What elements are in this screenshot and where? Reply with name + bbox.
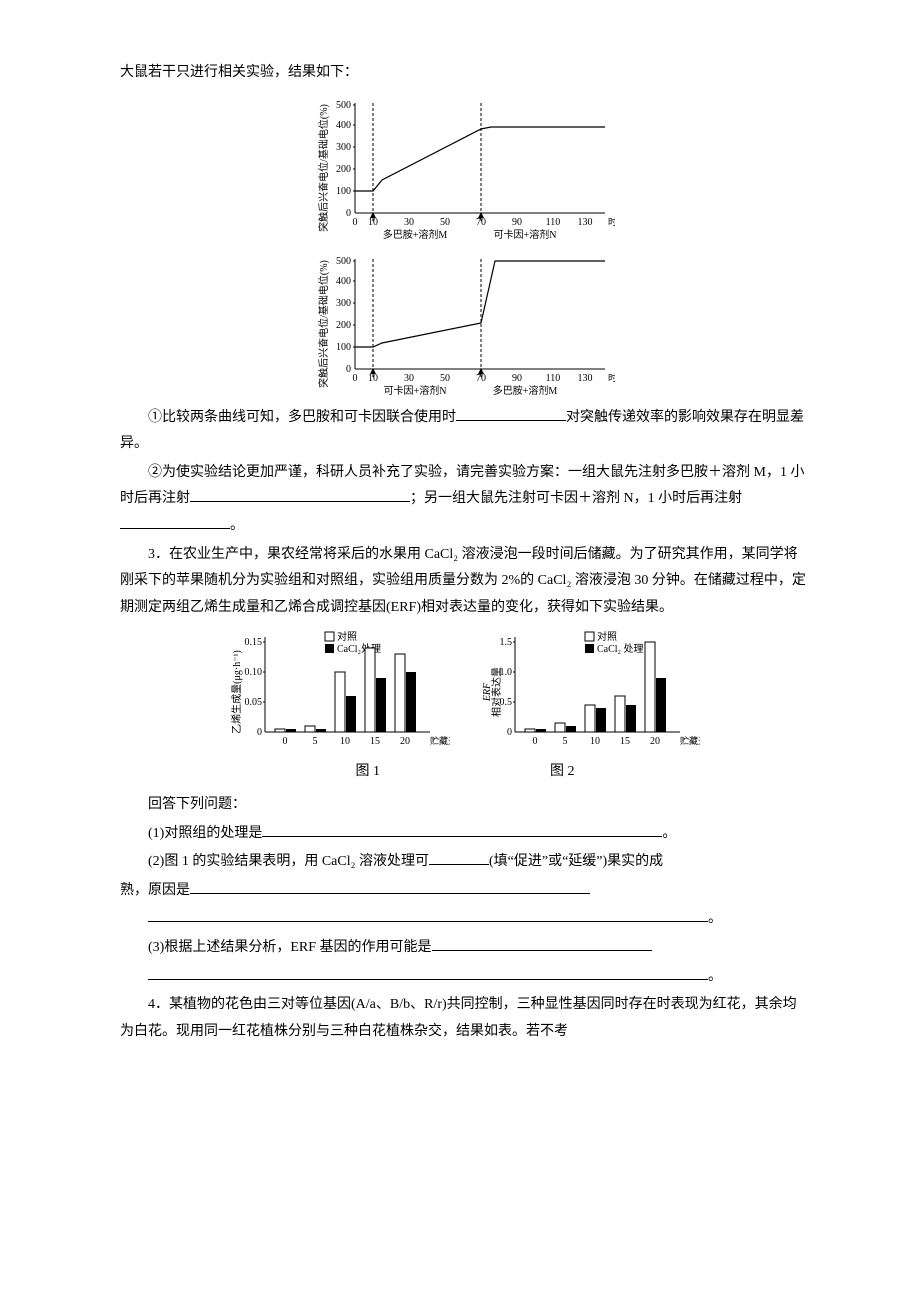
q3-2c: 。 [120,906,810,933]
svg-text:0: 0 [257,727,262,738]
svg-text:30: 30 [404,373,414,384]
bar1-caption: 图 1 [356,759,381,786]
q1-line: ①比较两条曲线可知，多巴胺和可卡因联合使用时对突触传递效率的影响效果存在明显差异… [120,405,810,458]
svg-text:0: 0 [533,736,538,747]
chart2-group1: 可卡因+溶剂N [384,384,447,397]
q3-1: (1)对照组的处理是。 [120,821,810,848]
svg-text:贮藏天数: 贮藏天数 [430,735,450,746]
chart2-group2: 多巴胺+溶剂M [493,384,558,397]
svg-text:30: 30 [404,217,414,228]
q3-intro: 3．在农业生产中，果农经常将采后的水果用 CaCl₂ 溶液浸泡一段时间后储藏。为… [120,542,810,622]
blank [148,907,708,922]
blank [456,406,566,421]
svg-text:5: 5 [313,736,318,747]
svg-text:10: 10 [590,736,600,747]
svg-text:90: 90 [512,217,522,228]
blank [148,965,708,980]
svg-text:0: 0 [283,736,288,747]
q3-3b: 。 [120,964,810,991]
svg-text:5: 5 [563,736,568,747]
blank [190,487,410,502]
answer-heading: 回答下列问题： [120,792,810,819]
svg-text:0: 0 [346,364,351,375]
svg-text:400: 400 [336,276,351,287]
svg-text:300: 300 [336,142,351,153]
svg-text:400: 400 [336,120,351,131]
blank [429,850,489,865]
chart2-ylabel: 突触后兴奋电位/基础电位(%) [317,260,330,388]
chart1-group1: 多巴胺+溶剂M [383,228,448,241]
svg-text:20: 20 [400,736,410,747]
svg-text:时间(分钟): 时间(分钟) [608,372,615,383]
chart1-group2: 可卡因+溶剂N [494,228,557,241]
svg-text:110: 110 [546,217,561,228]
q4-intro: 4．某植物的花色由三对等位基因(A/a、B/b、R/r)共同控制，三种显性基因同… [120,992,810,1045]
q3-2a: (2)图 1 的实验结果表明，用 CaCl₂ 溶液处理可(填“促进”或“延缓”)… [120,849,810,876]
svg-text:500: 500 [336,256,351,267]
svg-text:50: 50 [440,217,450,228]
svg-text:500: 500 [336,100,351,111]
svg-text:0.15: 0.15 [245,637,263,648]
intro-line: 大鼠若干只进行相关实验，结果如下： [120,60,810,87]
svg-text:1.0: 1.0 [500,667,513,678]
svg-text:时间(分钟): 时间(分钟) [608,216,615,227]
svg-text:200: 200 [336,320,351,331]
blank [120,514,230,529]
bar2-caption: 图 2 [550,759,575,786]
svg-text:对照: 对照 [337,630,357,643]
svg-text:10: 10 [340,736,350,747]
svg-text:130: 130 [578,217,593,228]
svg-text:贮藏天数: 贮藏天数 [680,735,700,746]
svg-text:对照: 对照 [597,630,617,643]
svg-text:0.10: 0.10 [245,667,263,678]
svg-text:100: 100 [336,342,351,353]
svg-text:0: 0 [507,727,512,738]
svg-text:200: 200 [336,164,351,175]
svg-text:50: 50 [440,373,450,384]
svg-text:乙烯生成量(μg·h⁻¹): 乙烯生成量(μg·h⁻¹) [230,651,243,735]
q2-text-c: 。 [230,518,244,533]
svg-text:0: 0 [353,373,358,384]
svg-text:15: 15 [620,736,630,747]
blank [262,822,662,837]
q2-line: ②为使实验结论更加严谨，科研人员补充了实验，请完善实验方案：一组大鼠先注射多巴胺… [120,460,810,540]
q3-3: (3)根据上述结果分析，ERF 基因的作用可能是 [120,935,810,962]
svg-text:CaCl₂ 处理: CaCl₂ 处理 [597,643,644,655]
blank [432,936,652,951]
svg-text:15: 15 [370,736,380,747]
chart1-yticks: 0 100 200 300 400 500 [336,100,355,219]
q1-text-a: ①比较两条曲线可知，多巴胺和可卡因联合使用时 [148,410,456,425]
svg-text:0.5: 0.5 [500,697,513,708]
svg-text:100: 100 [336,186,351,197]
chart2-yticks: 0 100 200 300 400 500 [336,256,355,375]
q2-text-b: ；另一组大鼠先注射可卡因＋溶剂 N，1 小时后再注射 [410,491,742,506]
svg-text:0: 0 [346,208,351,219]
chart1-ylabel: 突触后兴奋电位/基础电位(%) [317,104,330,232]
svg-text:1.5: 1.5 [500,637,513,648]
svg-text:0: 0 [353,217,358,228]
svg-text:90: 90 [512,373,522,384]
svg-text:20: 20 [650,736,660,747]
svg-text:0.05: 0.05 [245,697,263,708]
chart-1: 突触后兴奋电位/基础电位(%) 0 100 200 300 400 500 0 … [120,93,810,243]
svg-text:300: 300 [336,298,351,309]
bar-chart-1: 乙烯生成量(μg·h⁻¹) 0 0.05 0.10 0.15 对照 CaCl₂处… [230,627,450,757]
q3-2b: 熟，原因是 [120,878,810,905]
chart-2: 突触后兴奋电位/基础电位(%) 0 100 200 300 400 500 0 … [120,249,810,399]
blank [190,879,590,894]
svg-text:130: 130 [578,373,593,384]
svg-text:110: 110 [546,373,561,384]
bar-chart-2: ERF 相对表达量 0 0.5 1.0 1.5 对照 CaCl₂ 处理 0 [480,627,700,757]
